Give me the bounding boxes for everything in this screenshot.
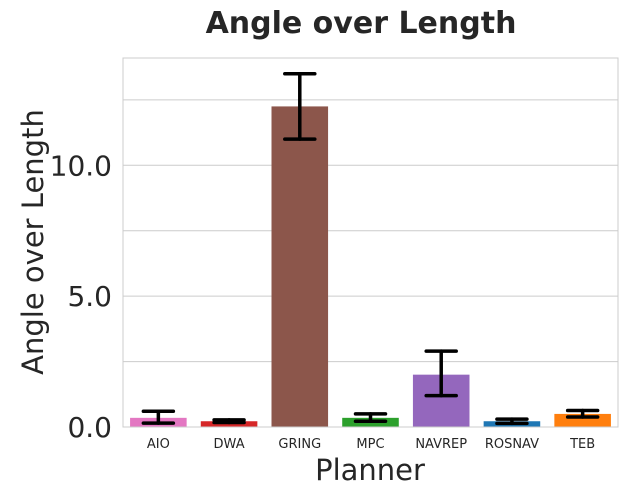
y-tick-labels: 0.0 5.0 10.0 [50, 149, 112, 444]
x-axis-label: Planner [315, 453, 425, 487]
bars [130, 106, 611, 428]
x-tick-label: ROSNAV [485, 437, 539, 452]
x-tick-labels: AIO DWA GRING MPC NAVREP ROSNAV TEB [147, 437, 595, 452]
y-tick-label: 0.0 [67, 411, 112, 444]
plot-frame [122, 57, 619, 428]
bar-gring [271, 106, 329, 428]
x-tick-label: AIO [147, 437, 170, 452]
grid [123, 99, 618, 428]
error-bars [141, 71, 600, 426]
x-tick-label: DWA [214, 437, 245, 452]
x-tick-label: NAVREP [415, 437, 467, 452]
y-axis-label: Angle over Length [16, 109, 50, 375]
y-tick-label: 5.0 [67, 280, 112, 313]
x-tick-label: MPC [356, 437, 384, 452]
x-tick-label: GRING [278, 437, 321, 452]
chart-title: Angle over Length [206, 6, 517, 41]
x-tick-label: TEB [569, 437, 595, 452]
y-tick-label: 10.0 [50, 149, 112, 182]
